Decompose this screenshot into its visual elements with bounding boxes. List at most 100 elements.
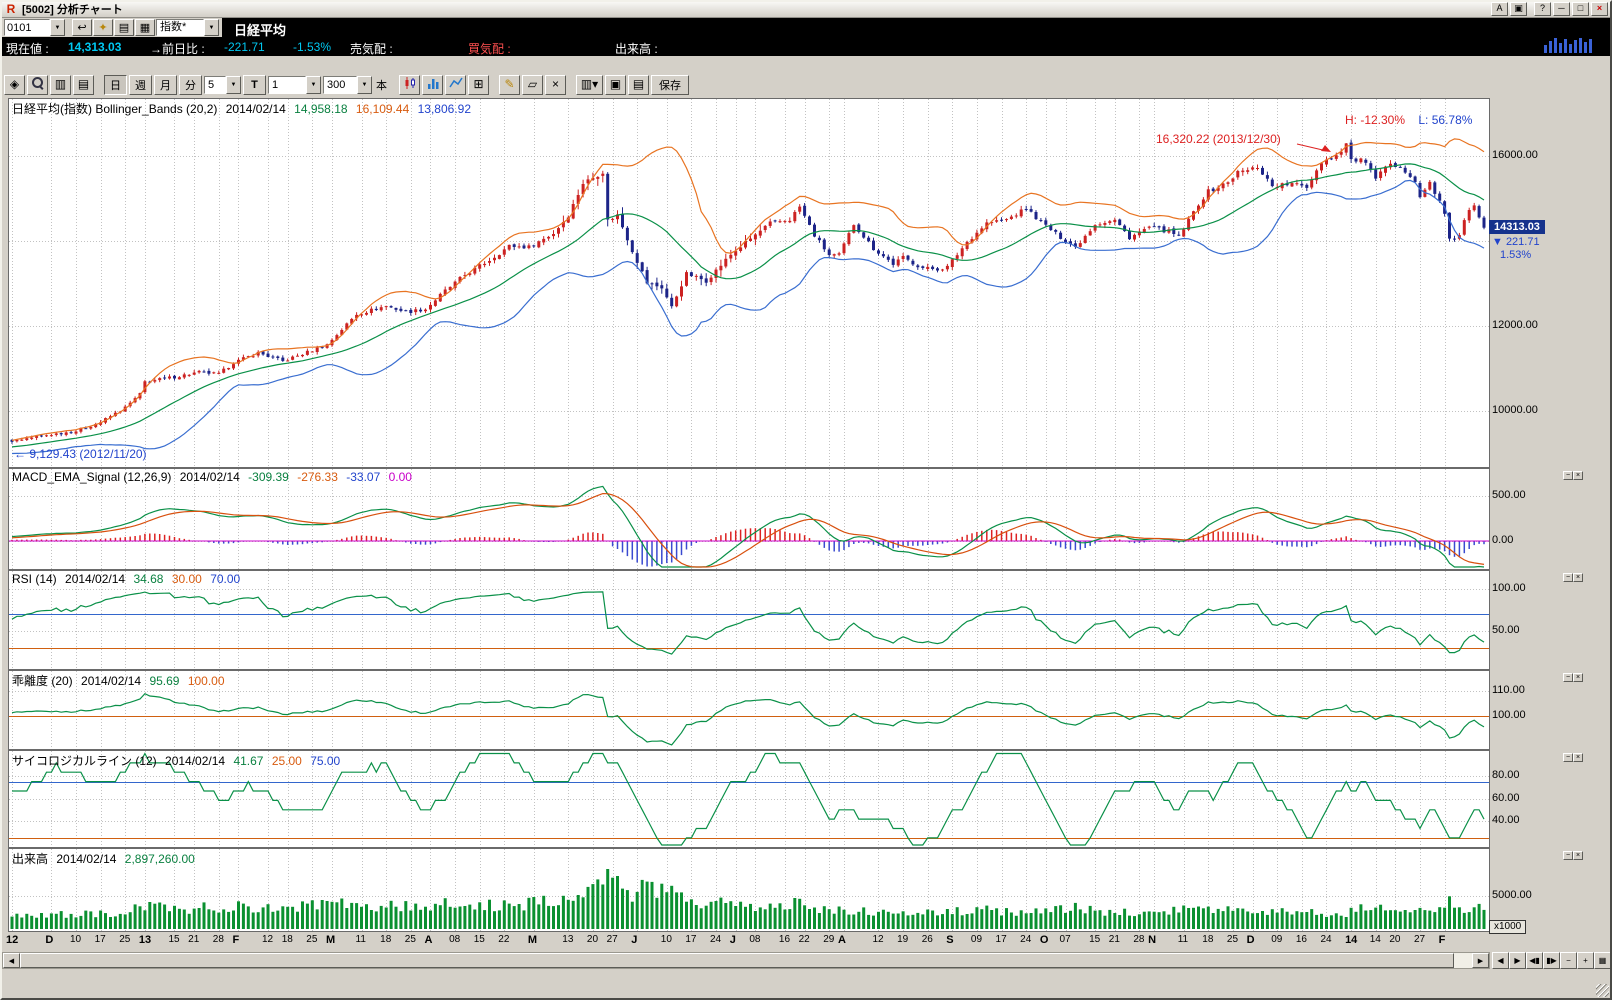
capture-icon[interactable]: ▣ xyxy=(605,74,626,95)
delete-drawing-icon[interactable]: × xyxy=(545,74,566,95)
xaxis-tick-label: M xyxy=(527,934,538,946)
close-button[interactable]: × xyxy=(1591,1,1608,16)
price-panel[interactable] xyxy=(8,98,1490,468)
interval-combo[interactable]: 1 ▼ xyxy=(268,75,321,94)
xaxis-tick-label: 19 xyxy=(897,934,909,945)
macd-panel-header: MACD_EMA_Signal (12,26,9) 2014/02/14 -30… xyxy=(12,470,417,484)
minute-combo-dropdown-icon[interactable]: ▼ xyxy=(226,75,241,94)
new-page-icon[interactable]: ▤ xyxy=(73,74,94,95)
xaxis-tick-label: O xyxy=(1039,934,1049,946)
rsi-panel[interactable] xyxy=(8,570,1490,670)
interval-combo-dropdown-icon[interactable]: ▼ xyxy=(306,75,321,94)
chart-type-line-icon[interactable] xyxy=(445,74,466,95)
quote-infobar: 現在値 : 14,313.03 →前日比 : -221.71 -1.53% 売気… xyxy=(0,37,1612,56)
bollinger-upper-value: 16,109.44 xyxy=(355,102,410,116)
bid-label: 買気配 : xyxy=(468,42,511,56)
price-change-pct: 1.53% xyxy=(1500,249,1532,261)
xaxis-tick-label: J xyxy=(729,934,736,946)
macd-panel[interactable] xyxy=(8,468,1490,570)
copy-image-dropdown-icon[interactable]: ▥▾ xyxy=(576,74,603,95)
psych-panel[interactable] xyxy=(8,750,1490,848)
rsi-panel-collapse-button[interactable]: − xyxy=(1563,573,1573,582)
volume-panel[interactable] xyxy=(8,848,1490,932)
psych-panel-close-button[interactable]: × xyxy=(1573,753,1583,762)
volume-panel-title: 出来高 xyxy=(12,852,49,866)
kairi-panel-collapse-button[interactable]: − xyxy=(1563,673,1573,682)
key-icon[interactable]: ✦ xyxy=(93,19,113,36)
zoom-in-button[interactable]: + xyxy=(1577,952,1594,969)
annotation-mode-button[interactable]: A xyxy=(1491,1,1508,16)
macd-panel-close-button[interactable]: × xyxy=(1573,471,1583,480)
copy-glyph-icon: ▥ xyxy=(580,77,593,91)
hist-value: -33.07 xyxy=(346,470,381,484)
symbol-name: 日経平均 xyxy=(234,23,287,38)
xaxis-tick-label: N xyxy=(1148,934,1157,946)
help-button[interactable]: ? xyxy=(1534,1,1551,16)
xaxis-tick-label: 25 xyxy=(306,934,318,945)
window-resize-grip[interactable] xyxy=(1596,984,1609,997)
symbol-code-input[interactable] xyxy=(4,19,50,36)
psych-panel-collapse-button[interactable]: − xyxy=(1563,753,1573,762)
rsi-value: 34.68 xyxy=(133,572,164,586)
category-select[interactable]: 指数* xyxy=(156,19,204,36)
calendar-icon[interactable]: ▦ xyxy=(135,19,155,36)
kairi-panel-close-button[interactable]: × xyxy=(1573,673,1583,682)
zoom-out-button[interactable]: − xyxy=(1560,952,1577,969)
zoom-icon[interactable] xyxy=(27,74,48,95)
chart-scrollbar[interactable]: ◀ ▶ xyxy=(2,952,1490,969)
memo-icon[interactable]: ▤ xyxy=(114,19,134,36)
volume-panel-collapse-button[interactable]: − xyxy=(1563,851,1573,860)
jump-start-button[interactable]: ◀▮ xyxy=(1526,952,1543,969)
kairi-panel[interactable] xyxy=(8,670,1490,750)
maximize-button[interactable]: □ xyxy=(1572,1,1589,16)
ask-label: 売気配 : xyxy=(350,42,393,56)
window-mode-icon[interactable]: ▣ xyxy=(1510,1,1527,16)
page-left-button[interactable]: ◀ xyxy=(1492,952,1509,969)
zero-value: 0.00 xyxy=(388,470,412,484)
undo-icon[interactable]: ↩ xyxy=(72,19,92,36)
macd-panel-collapse-button[interactable]: − xyxy=(1563,471,1573,480)
grid-layout-icon[interactable]: ⊞ xyxy=(468,74,489,95)
signal-value: -276.33 xyxy=(297,470,338,484)
titlebar[interactable]: R [5002] 分析チャート A ▣ ? ─ □ × xyxy=(0,0,1612,18)
print-icon[interactable]: ▤ xyxy=(628,74,649,95)
high-change-annotation: H: -12.30% xyxy=(1345,113,1406,127)
bar-count-combo[interactable]: 300 ▼ xyxy=(323,75,372,94)
volume-panel-close-button[interactable]: × xyxy=(1573,851,1583,860)
period-weekly-button[interactable]: 週 xyxy=(129,74,152,95)
minute-combo[interactable]: 5 ▼ xyxy=(204,75,241,94)
scrollbar-thumb[interactable] xyxy=(20,953,1454,968)
scroll-left-button[interactable]: ◀ xyxy=(3,953,20,968)
session-volume-label: 出来高 : xyxy=(615,42,658,56)
period-daily-button[interactable]: 日 xyxy=(104,74,127,95)
period-monthly-button[interactable]: 月 xyxy=(154,74,177,95)
chart-type-bar-icon[interactable] xyxy=(422,74,443,95)
xaxis-tick-label: 11 xyxy=(1177,934,1189,945)
pointer-tool-icon[interactable]: ◈ xyxy=(4,74,25,95)
symbol-code-dropdown-icon[interactable]: ▼ xyxy=(50,19,65,36)
scroll-right-button[interactable]: ▶ xyxy=(1472,953,1489,968)
xaxis-tick-label: 20 xyxy=(1389,934,1401,945)
rsi-panel-close-button[interactable]: × xyxy=(1573,573,1583,582)
bar-count-dropdown-icon[interactable]: ▼ xyxy=(357,75,372,94)
category-dropdown-icon[interactable]: ▼ xyxy=(204,19,219,36)
volume-panel-header: 出来高 2014/02/14 2,897,260.00 xyxy=(12,850,200,867)
copy-chart-icon[interactable]: ▥ xyxy=(50,74,71,95)
xaxis-tick-label: J xyxy=(631,934,638,946)
page-right-button[interactable]: ▶ xyxy=(1509,952,1526,969)
fit-chart-button[interactable]: ▦ xyxy=(1594,952,1611,969)
xaxis-tick-label: D xyxy=(1246,934,1255,946)
save-button[interactable]: 保存 xyxy=(651,74,689,95)
kairi-base-value: 100.00 xyxy=(187,674,225,688)
eraser-icon[interactable]: ▱ xyxy=(522,74,543,95)
draw-pencil-icon[interactable]: ✎ xyxy=(499,74,520,95)
kairi-panel-header: 乖離度 (20) 2014/02/14 95.69 100.00 xyxy=(12,672,230,689)
jump-end-button[interactable]: ▮▶ xyxy=(1543,952,1560,969)
xaxis-tick-label: A xyxy=(424,934,433,946)
tick-button[interactable]: T xyxy=(243,74,266,95)
chart-type-candle-icon[interactable] xyxy=(399,74,420,95)
xaxis-tick-label: 16 xyxy=(1295,934,1307,945)
minimize-button[interactable]: ─ xyxy=(1553,1,1570,16)
axis-tick-label: 100.00 xyxy=(1492,709,1526,721)
period-minute-button[interactable]: 分 xyxy=(179,74,202,95)
